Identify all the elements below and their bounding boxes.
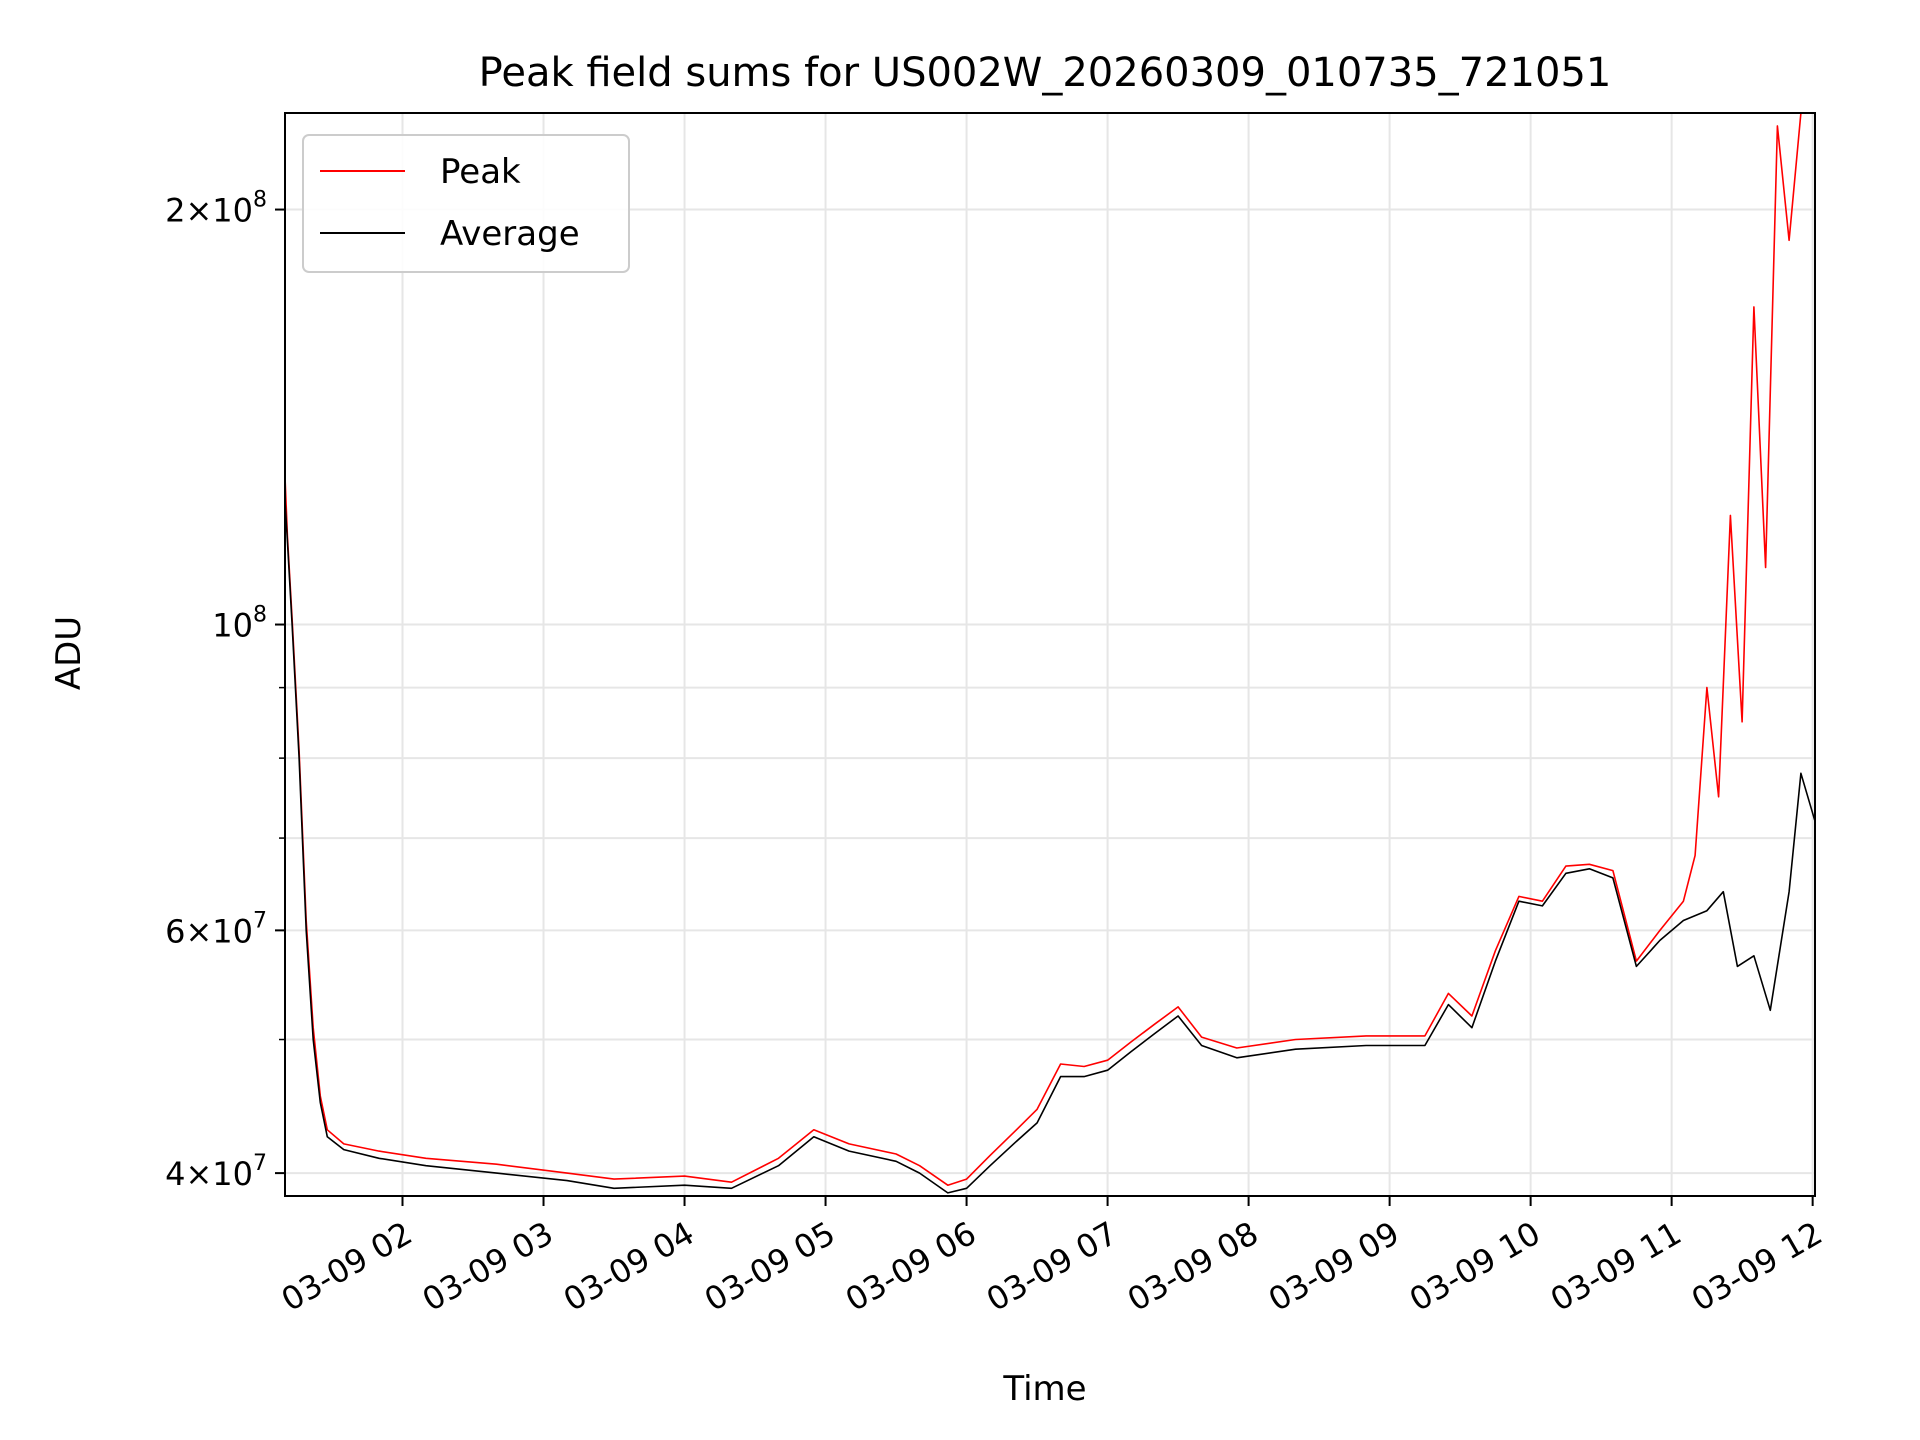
legend: Peak Average — [302, 134, 630, 273]
y-tick-label: 2×108 — [165, 188, 267, 230]
legend-label-peak: Peak — [440, 152, 521, 192]
series-line-average — [284, 500, 1816, 1194]
grid — [285, 113, 1815, 1196]
y-tick-label: 6×107 — [165, 908, 267, 950]
series-line-peak — [284, 112, 1815, 1186]
legend-box — [302, 134, 630, 273]
legend-label-average: Average — [440, 214, 580, 254]
chart-title: Peak field sums for US002W_20260309_0107… — [479, 50, 1612, 96]
y-axis: 4×107 6×107 108 2×108 — [165, 188, 285, 1193]
y-tick-label: 4×107 — [165, 1151, 267, 1193]
plot-frame — [284, 112, 1816, 1197]
y-tick-label: 108 — [212, 603, 267, 645]
series-layer — [284, 112, 1816, 1194]
y-axis-label: ADU — [49, 616, 89, 690]
x-axis-label: Time — [1002, 1369, 1086, 1409]
